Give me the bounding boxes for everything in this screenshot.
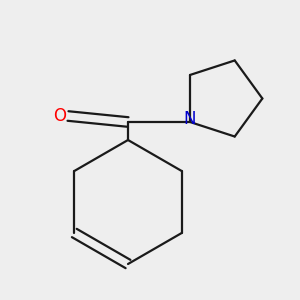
Text: O: O [53, 107, 66, 125]
Text: N: N [184, 110, 196, 128]
